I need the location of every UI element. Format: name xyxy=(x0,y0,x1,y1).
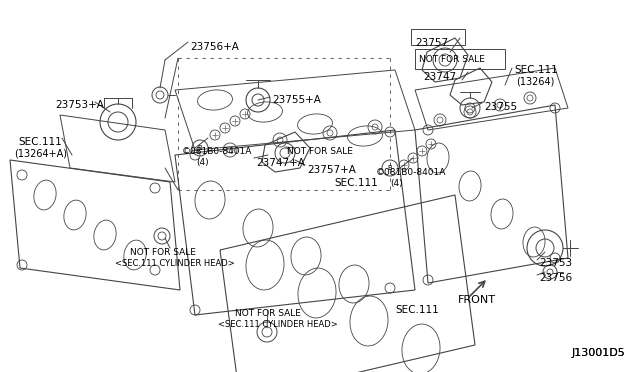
Text: SEC.111: SEC.111 xyxy=(334,178,378,188)
Text: SEC.111: SEC.111 xyxy=(395,305,439,315)
Text: 23747: 23747 xyxy=(423,72,456,82)
Text: 23753+A: 23753+A xyxy=(55,100,104,110)
Text: NOT FOR SALE: NOT FOR SALE xyxy=(287,147,353,156)
Text: J13001D5: J13001D5 xyxy=(572,348,626,358)
Text: <SEC.111 CYLINDER HEAD>: <SEC.111 CYLINDER HEAD> xyxy=(115,259,235,268)
Text: (4): (4) xyxy=(196,158,209,167)
Text: FRONT: FRONT xyxy=(458,295,496,305)
Text: 23757: 23757 xyxy=(415,38,448,48)
Text: 23756+A: 23756+A xyxy=(190,42,239,52)
Text: SEC.111: SEC.111 xyxy=(18,137,61,147)
Text: NOT FOR SALE: NOT FOR SALE xyxy=(419,55,485,64)
Text: NOT FOR SALE: NOT FOR SALE xyxy=(130,248,196,257)
Text: 23755: 23755 xyxy=(484,102,517,112)
Text: (13264): (13264) xyxy=(516,76,554,86)
Text: NOT FOR SALE: NOT FOR SALE xyxy=(235,309,301,318)
Text: SEC.111: SEC.111 xyxy=(514,65,557,75)
Text: B: B xyxy=(198,145,202,151)
Text: 23747+A: 23747+A xyxy=(256,158,305,168)
Text: 23753: 23753 xyxy=(539,258,572,268)
Text: (4): (4) xyxy=(390,179,403,188)
Text: <SEC.111 CYLINDER HEAD>: <SEC.111 CYLINDER HEAD> xyxy=(218,320,338,329)
Text: B: B xyxy=(388,165,392,171)
Text: 23757+A: 23757+A xyxy=(307,165,356,175)
Text: 23755+A: 23755+A xyxy=(272,95,321,105)
Text: ©081B0-8401A: ©081B0-8401A xyxy=(182,147,252,156)
Text: ©081B0-8401A: ©081B0-8401A xyxy=(376,168,446,177)
Text: J13001D5: J13001D5 xyxy=(572,348,626,358)
Text: (13264+A): (13264+A) xyxy=(14,148,67,158)
Text: 23756: 23756 xyxy=(539,273,572,283)
